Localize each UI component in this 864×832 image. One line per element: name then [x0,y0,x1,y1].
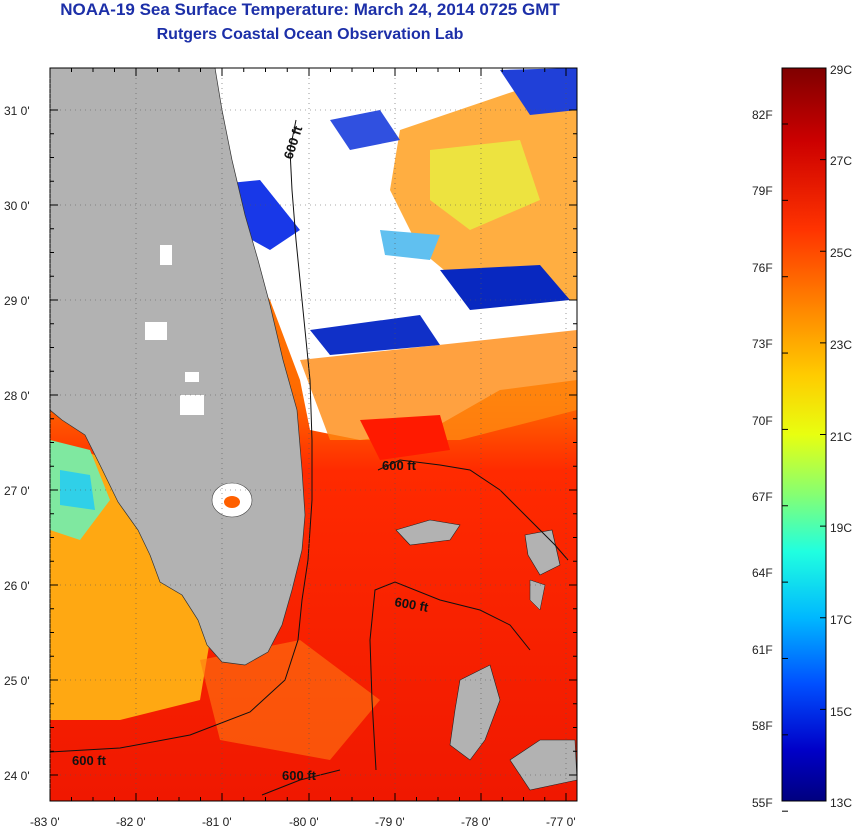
cold-artifact-6 [380,230,440,260]
lake-okeechobee-warm-spot [224,496,240,508]
gulf-cold-patch [60,470,95,510]
cb-label-15c: 15C [830,705,852,719]
ocean-patch-central [300,330,577,440]
lon-label-79: -79 0' [375,815,405,829]
lon-label-82: -82 0' [116,815,146,829]
exuma-island [509,739,577,791]
contour-600ft-florida-shelf [50,119,313,753]
ocean-patch-warm [360,415,450,460]
lon-label-78: -78 0' [461,815,491,829]
colorbar [781,67,827,802]
contour-600ft-little-bahama-bank [377,459,569,561]
cb-label-55f: 55F [752,796,773,810]
cb-label-58f: 58F [752,719,773,733]
lon-label-83: -83 0' [30,815,60,829]
cb-label-19c: 19C [830,521,852,535]
small-island [529,579,546,611]
longitude-labels: -83 0' -82 0' -81 0' -80 0' -79 0' -78 0… [30,815,576,829]
land-cloud-fleck-4 [160,245,172,265]
grand-bahama-island [395,519,461,546]
cb-label-29c: 29C [830,63,852,77]
cb-label-27c: 27C [830,154,852,168]
graticule [49,68,577,801]
cold-artifact-2 [310,315,440,355]
cb-label-23c: 23C [830,338,852,352]
cold-artifact-3 [440,265,570,310]
lat-label-26: 26 0' [4,579,30,593]
lon-label-77: -77 0' [546,815,576,829]
colorbar-ticks [782,67,826,812]
cb-label-64f: 64F [752,566,773,580]
florida-peninsula [50,68,306,666]
cb-label-17c: 17C [830,613,852,627]
latitude-labels: 31 0' 30 0' 29 0' 28 0' 27 0' 26 0' 25 0… [4,104,30,783]
cb-label-82f: 82F [752,108,773,122]
cb-label-67f: 67F [752,490,773,504]
ocean-patch-yellow [430,140,540,230]
contour-label-west: 600 ft [72,753,107,768]
lat-label-28: 28 0' [4,389,30,403]
map-subtitle: Rutgers Coastal Ocean Observation Lab [156,26,464,43]
axis-ticks [49,68,577,801]
contour-label-great-bank: 600 ft [393,594,430,615]
cb-label-13c: 13C [830,796,852,810]
lat-label-27: 27 0' [4,484,30,498]
lat-label-29: 29 0' [4,294,30,308]
cold-artifact-4 [330,110,400,150]
contour-label-south: 600 ft [282,768,317,783]
keys-warm-band [200,640,380,760]
contour-600ft-great-bahama-bank [369,581,531,771]
cold-artifact-5 [500,68,577,115]
cb-label-76f: 76F [752,261,773,275]
cb-label-70f: 70F [752,414,773,428]
map-plot-area [50,68,577,801]
land-cloud-fleck-2 [185,372,199,382]
andros-island [449,664,501,761]
colorbar-celsius-labels: 29C 27C 25C 23C 21C 19C 17C 15C 13C [830,63,852,810]
lon-label-81: -81 0' [202,815,232,829]
lat-label-30: 30 0' [4,199,30,213]
lat-label-24: 24 0' [4,769,30,783]
contour-600ft-south [261,769,341,796]
cb-label-21c: 21C [830,430,852,444]
cb-label-61f: 61F [752,643,773,657]
contour-label-bahama: 600 ft [382,458,417,473]
cb-label-73f: 73F [752,337,773,351]
cb-label-79f: 79F [752,184,773,198]
map-frame [49,67,578,802]
colorbar-fahrenheit-labels: 82F 79F 76F 73F 70F 67F 64F 61F 58F 55F [752,108,773,810]
lat-label-25: 25 0' [4,674,30,688]
cb-label-25c: 25C [830,246,852,260]
land-cloud-fleck-1 [145,322,167,340]
lon-label-80: -80 0' [289,815,319,829]
land-cloud-fleck-3 [180,395,204,415]
map-title: NOAA-19 Sea Surface Temperature: March 2… [60,0,560,19]
lat-label-31: 31 0' [4,104,30,118]
